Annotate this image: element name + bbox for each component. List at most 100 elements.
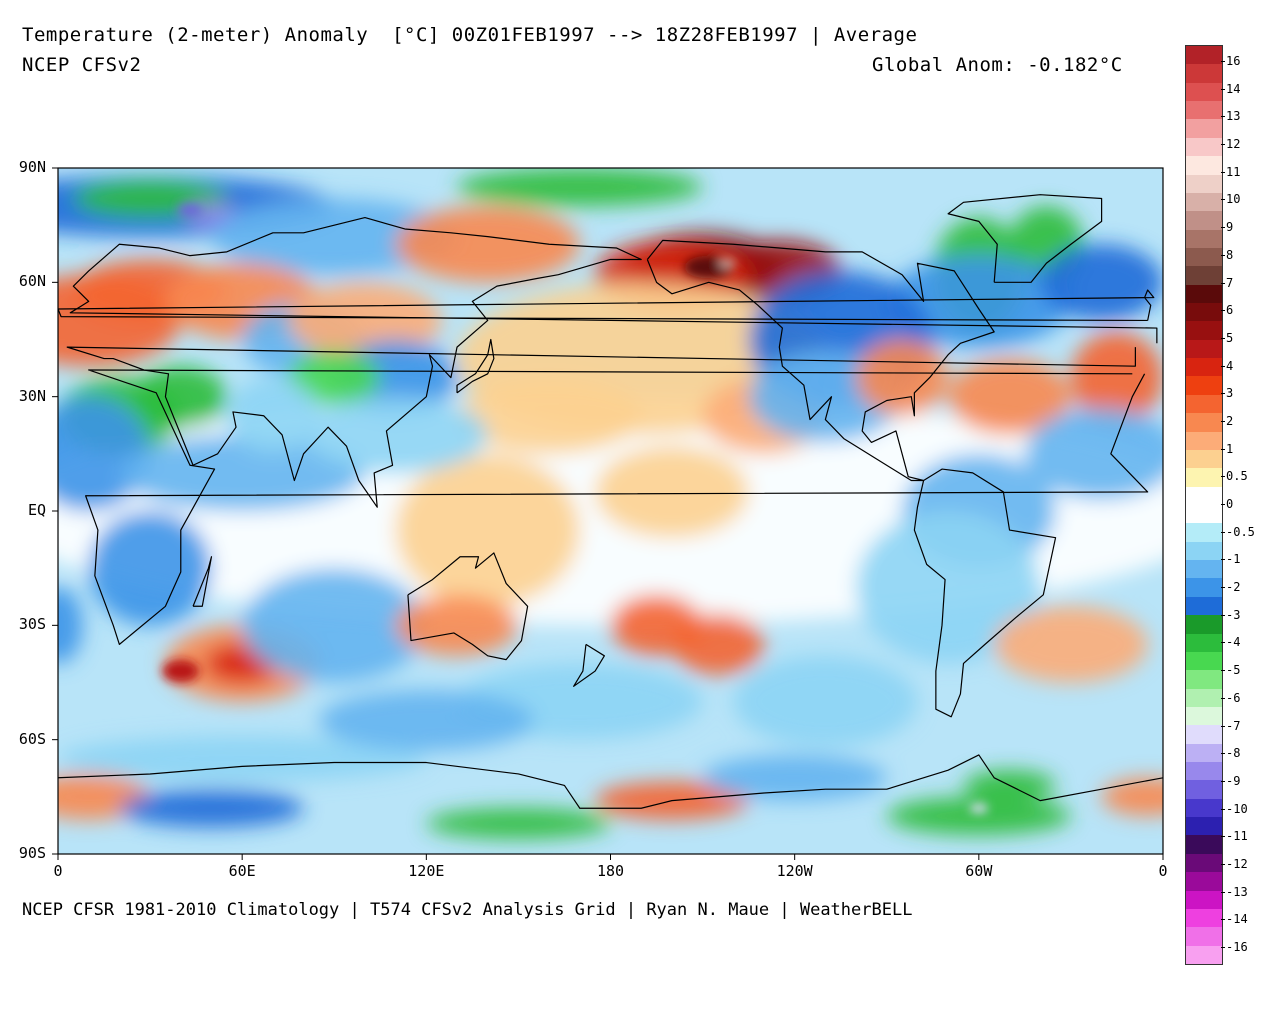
anomaly-region (457, 168, 703, 207)
footer-credits: NCEP CFSR 1981-2010 Climatology | T574 C… (22, 900, 913, 920)
colorbar-label: 10 (1226, 192, 1241, 207)
lat-label: 30N (18, 386, 46, 405)
colorbar-label: 4 (1226, 358, 1234, 373)
colorbar-swatch (1186, 284, 1222, 304)
lon-label: 120W (776, 862, 813, 880)
colorbar-swatch (1186, 505, 1222, 524)
colorbar-swatch (1186, 156, 1222, 176)
colorbar-tick (1221, 697, 1225, 699)
anomaly-region (58, 735, 427, 782)
anomaly-region (288, 282, 442, 359)
colorbar-label: -1 (1226, 552, 1241, 567)
colorbar-label: -3 (1226, 607, 1241, 622)
colorbar-tick (1221, 836, 1225, 838)
lat-label: 60S (18, 729, 46, 748)
colorbar-tick (1221, 144, 1225, 146)
colorbar-tick (1221, 863, 1225, 865)
anomaly-region (395, 453, 580, 607)
anomaly-region (994, 606, 1148, 683)
anomaly-region (886, 255, 1071, 348)
colorbar-label: 13 (1226, 109, 1241, 124)
colorbar-label: 14 (1226, 81, 1241, 96)
colorbar-label: -2 (1226, 580, 1241, 595)
colorbar-tick (1221, 88, 1225, 90)
colorbar-swatch (1186, 413, 1222, 433)
colorbar-swatch (1186, 64, 1222, 84)
colorbar-tick (1221, 337, 1225, 339)
anomaly-region (58, 587, 83, 664)
lon-label: 120E (408, 862, 445, 880)
colorbar-swatch (1186, 927, 1222, 947)
colorbar-label: -11 (1226, 829, 1248, 844)
colorbar-swatch (1186, 560, 1222, 579)
colorbar-swatch (1186, 468, 1222, 488)
colorbar-swatch (1186, 303, 1222, 322)
colorbar-swatch (1186, 743, 1222, 763)
lon-label: 60W (965, 862, 993, 880)
colorbar-tick (1221, 420, 1225, 422)
colorbar-label: 2 (1226, 413, 1234, 428)
colorbar-swatch (1186, 431, 1222, 451)
colorbar-tick (1221, 753, 1225, 755)
colorbar-label: 0 (1226, 497, 1234, 511)
colorbar-swatch (1186, 486, 1222, 506)
anomaly-region (395, 594, 519, 656)
lat-label: 60N (18, 272, 46, 291)
colorbar (1185, 45, 1223, 965)
lat-label: EQ (27, 501, 46, 519)
anomaly-region (242, 568, 427, 683)
colorbar-swatch (1186, 945, 1222, 965)
colorbar-tick (1221, 614, 1225, 616)
colorbar-swatch (1186, 46, 1222, 65)
colorbar-tick (1221, 504, 1225, 505)
anomaly-region (1040, 244, 1163, 321)
colorbar-tick (1221, 891, 1225, 893)
colorbar-swatch (1186, 247, 1222, 267)
lon-label: 180 (596, 862, 625, 880)
colorbar-tick (1221, 227, 1225, 229)
colorbar-label: -14 (1226, 912, 1248, 927)
anomaly-region (457, 377, 642, 454)
lat-label: 90N (18, 158, 46, 176)
colorbar-label: 9 (1226, 220, 1234, 235)
coastline (456, 338, 495, 394)
colorbar-swatch (1186, 394, 1222, 414)
colorbar-tick (1221, 587, 1225, 589)
colorbar-swatch (1186, 908, 1222, 928)
colorbar-tick (1221, 780, 1225, 782)
colorbar-label: -5 (1226, 663, 1241, 678)
colorbar-swatch (1186, 192, 1222, 212)
anomaly-region (886, 796, 1071, 835)
colorbar-swatch (1186, 596, 1222, 616)
anomaly-region (671, 613, 764, 675)
coastline (407, 552, 529, 661)
colorbar-label: -13 (1226, 884, 1248, 899)
colorbar-tick (1221, 365, 1225, 367)
colorbar-swatch (1186, 101, 1222, 120)
coastline (85, 369, 1149, 645)
colorbar-swatch (1186, 670, 1222, 690)
colorbar-tick (1221, 808, 1225, 810)
coastline (947, 194, 1103, 283)
colorbar-label: -0.5 (1226, 524, 1255, 539)
colorbar-tick (1221, 531, 1225, 533)
anomaly-core (717, 257, 737, 269)
global-anomaly-value: Global Anom: -0.182°C (872, 54, 1123, 76)
anomaly-core (969, 803, 989, 813)
anomaly-region (702, 754, 887, 801)
coastline (192, 556, 213, 607)
anomaly-region (288, 350, 381, 405)
anomaly-region (226, 377, 319, 454)
colorbar-tick (1221, 919, 1225, 921)
anomaly-region (595, 446, 749, 538)
anomaly-core (162, 659, 200, 683)
colorbar-swatch (1186, 321, 1222, 341)
colorbar-label: 6 (1226, 303, 1234, 318)
colorbar-tick (1221, 310, 1225, 312)
colorbar-label: 12 (1226, 137, 1241, 152)
anomaly-region (395, 206, 580, 283)
colorbar-swatch (1186, 541, 1222, 561)
colorbar-swatch (1186, 798, 1222, 818)
colorbar-label: 8 (1226, 247, 1234, 262)
colorbar-label: 3 (1226, 386, 1234, 401)
